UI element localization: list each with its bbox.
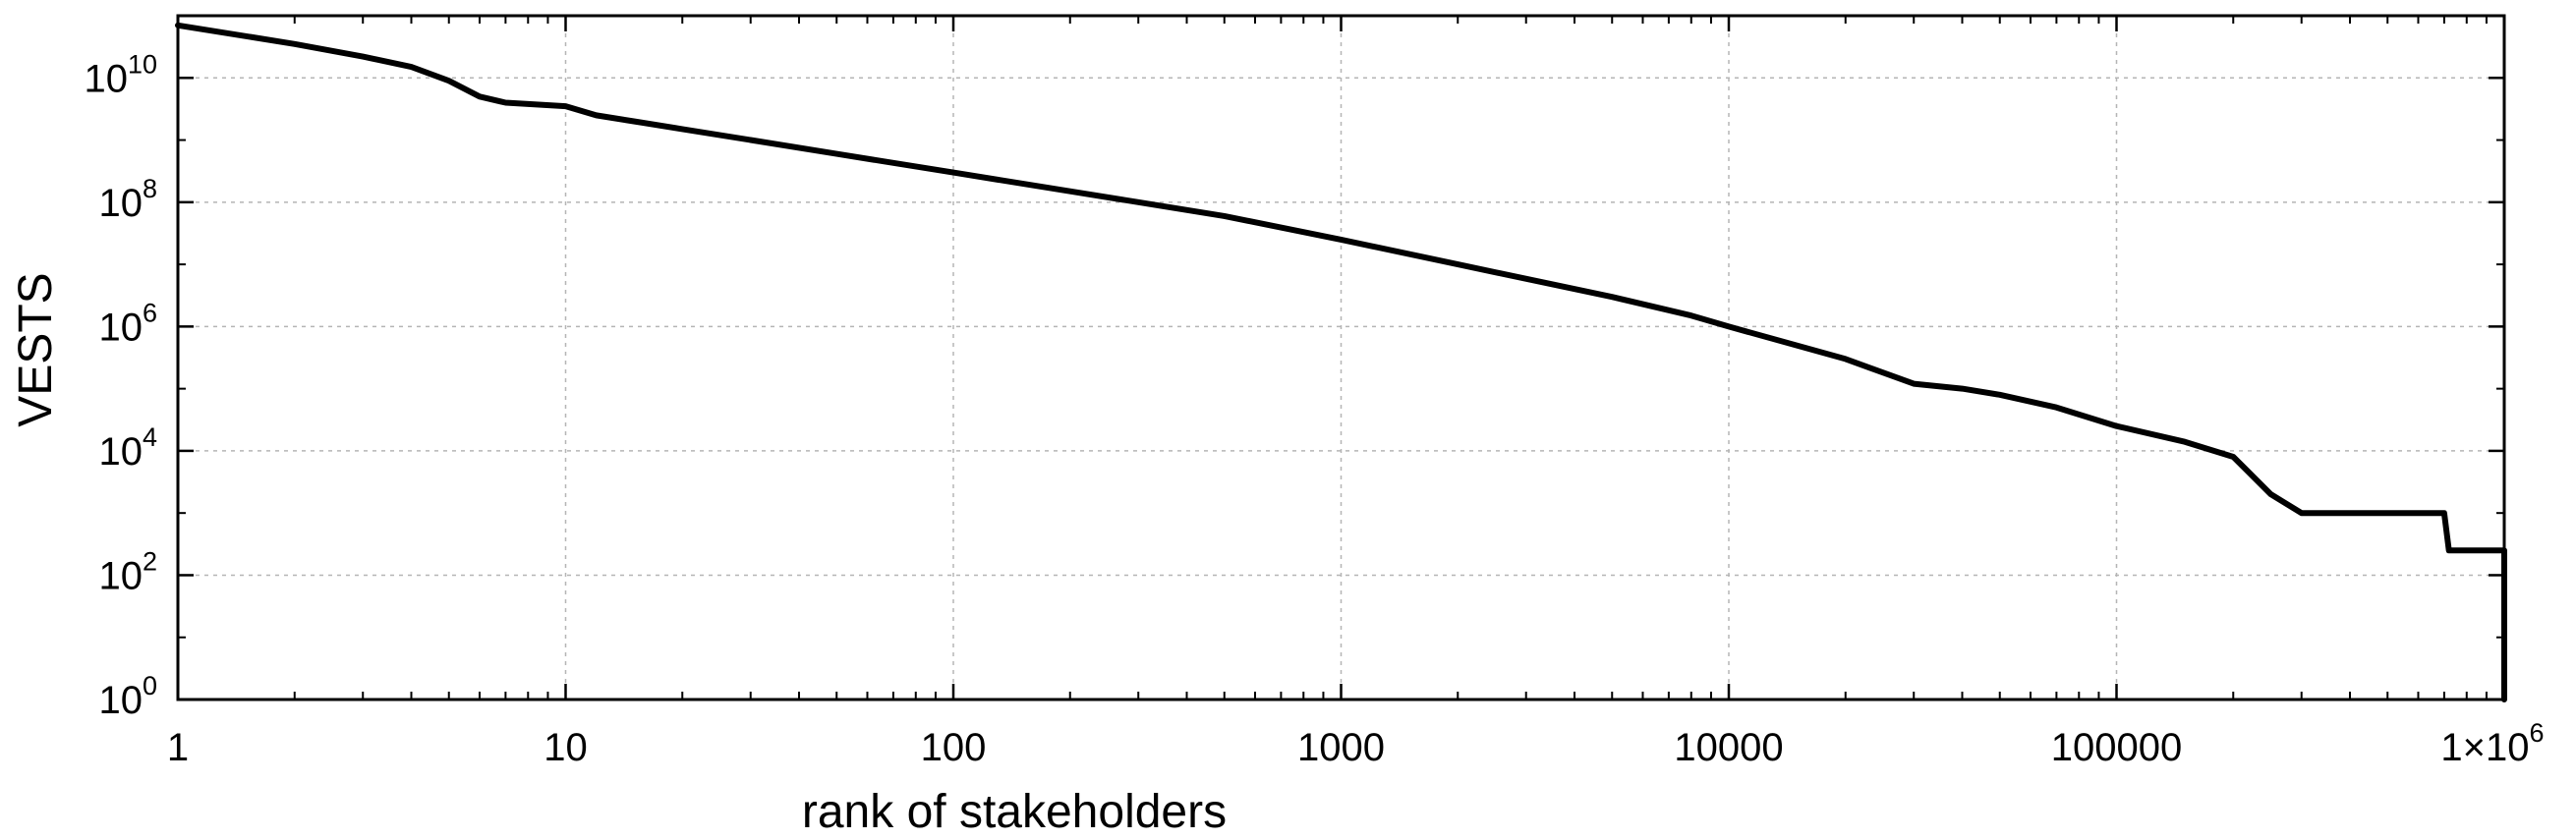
y-tick-label: 102 [98, 546, 157, 597]
y-tick-label: 108 [98, 174, 157, 225]
x-tick-label: 1000 [1297, 726, 1385, 769]
y-tick-label: 104 [98, 422, 157, 474]
x-tick-labels: 1 10 100 1000 10000 100000 1×106 [167, 718, 2545, 769]
y-tick-label: 100 [98, 671, 157, 722]
x-tick-label: 1×106 [2440, 718, 2544, 769]
grid [178, 16, 2504, 700]
ticks [176, 16, 2506, 701]
y-tick-label: 106 [98, 298, 157, 349]
x-tick-label: 100000 [2051, 726, 2182, 769]
x-tick-label: 1 [167, 726, 189, 769]
y-axis-label: VESTS [10, 272, 62, 426]
x-tick-label: 100 [921, 726, 987, 769]
series-line [175, 22, 2507, 702]
plot-frame [176, 14, 2506, 701]
x-tick-label: 10000 [1674, 726, 1783, 769]
y-tick-labels: 100 102 104 106 108 1010 [84, 49, 157, 722]
x-tick-label: 10 [544, 726, 588, 769]
y-tick-label: 1010 [84, 49, 157, 100]
series-group [175, 22, 2507, 702]
x-axis-label: rank of stakeholders [802, 786, 1227, 838]
